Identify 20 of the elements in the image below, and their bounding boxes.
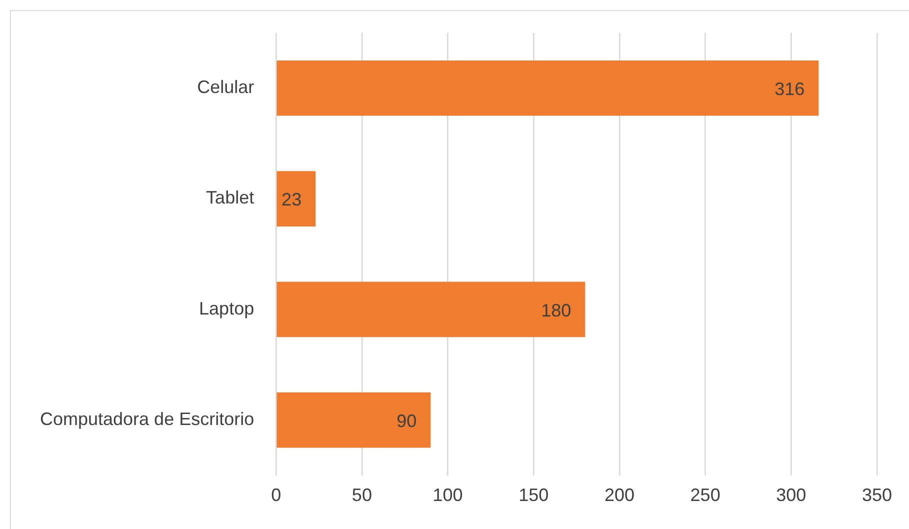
bar bbox=[276, 392, 431, 448]
y-tick-label: Celular bbox=[197, 77, 254, 98]
x-tick-label: 250 bbox=[690, 485, 720, 506]
x-tick-label: 350 bbox=[862, 485, 892, 506]
bar bbox=[276, 171, 316, 226]
x-tick-label: 50 bbox=[352, 485, 372, 506]
data-label: 23 bbox=[282, 190, 302, 210]
data-label: 180 bbox=[541, 300, 572, 320]
y-tick-label: Laptop bbox=[199, 298, 254, 318]
x-tick-label: 200 bbox=[604, 485, 634, 506]
x-tick-label: 100 bbox=[432, 485, 463, 506]
bar bbox=[276, 282, 586, 338]
bar bbox=[276, 60, 819, 116]
x-tick-label: 0 bbox=[271, 485, 282, 506]
y-tick-label: Computadora de Escritorio bbox=[40, 409, 254, 430]
x-tick-label: 300 bbox=[776, 485, 806, 506]
x-tick-label: 150 bbox=[518, 485, 549, 506]
y-tick-label: Tablet bbox=[206, 188, 254, 208]
data-label: 90 bbox=[396, 411, 417, 432]
data-label: 316 bbox=[774, 79, 805, 100]
